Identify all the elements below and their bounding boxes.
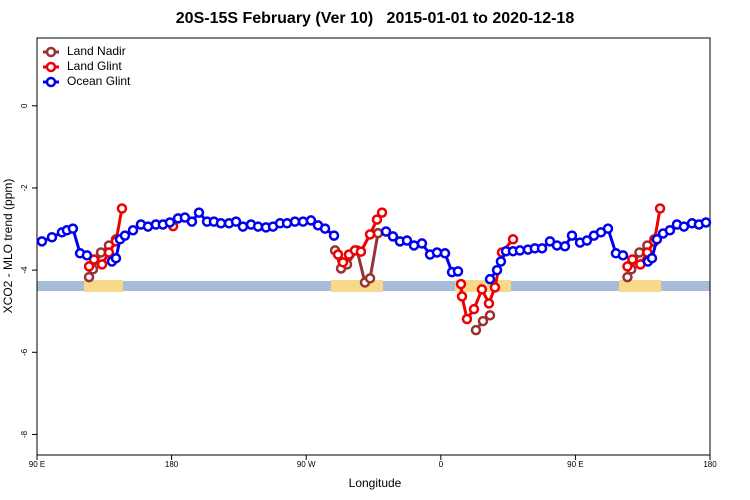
point xyxy=(602,223,614,234)
point xyxy=(461,313,473,325)
point xyxy=(468,303,480,315)
point xyxy=(237,221,249,232)
point xyxy=(230,216,242,227)
point xyxy=(416,238,428,249)
y-axis-label: XCO2 - MLO trend (ppm) xyxy=(1,179,15,314)
point xyxy=(617,250,629,261)
y-tick-label: -2 xyxy=(20,184,29,192)
point xyxy=(489,282,501,293)
point xyxy=(36,236,48,247)
x-tick-label: 180 xyxy=(165,460,179,469)
plot-frame xyxy=(36,37,711,456)
point xyxy=(483,298,495,309)
point xyxy=(559,241,571,252)
point xyxy=(455,278,467,290)
point xyxy=(700,217,712,228)
point xyxy=(116,203,128,214)
point xyxy=(380,226,392,237)
point xyxy=(372,227,384,239)
y-tick-label: -6 xyxy=(20,348,29,356)
point xyxy=(119,230,131,241)
point xyxy=(215,218,227,229)
land-ocean-strip xyxy=(37,280,710,292)
x-tick-label: 0 xyxy=(439,460,444,469)
point xyxy=(364,229,376,240)
legend-marker xyxy=(45,61,57,73)
point xyxy=(328,230,340,241)
point xyxy=(622,271,633,283)
point xyxy=(664,225,676,236)
legend-label: Land Glint xyxy=(67,59,122,73)
point xyxy=(83,261,95,272)
point xyxy=(355,246,367,257)
point xyxy=(484,310,496,321)
point xyxy=(654,203,666,214)
point xyxy=(127,225,139,236)
point xyxy=(495,256,507,267)
point xyxy=(297,216,309,227)
chart-title: 20S-15S February (Ver 10) 2015-01-01 to … xyxy=(176,10,575,27)
point xyxy=(376,207,388,218)
land-patch xyxy=(619,280,661,292)
point xyxy=(110,252,122,264)
point xyxy=(514,245,526,256)
point xyxy=(622,261,633,272)
point xyxy=(387,231,399,242)
point xyxy=(646,252,658,264)
point xyxy=(651,234,663,245)
x-tick-label: 90 W xyxy=(297,460,316,469)
point xyxy=(305,215,317,226)
legend-label: Ocean Glint xyxy=(67,74,131,88)
point xyxy=(46,232,58,243)
point xyxy=(337,257,349,268)
land-patch xyxy=(84,280,123,292)
y-tick-label: -8 xyxy=(20,430,29,438)
x-tick-label: 180 xyxy=(703,460,717,469)
x-tick-label: 90 E xyxy=(567,460,583,469)
y-tick-label: 0 xyxy=(20,103,29,108)
point xyxy=(319,223,331,234)
point xyxy=(484,273,496,285)
x-axis-label: Longitude xyxy=(349,476,402,490)
point xyxy=(566,230,578,241)
point xyxy=(507,234,519,245)
point xyxy=(81,250,93,261)
point xyxy=(96,259,108,270)
point xyxy=(456,291,468,302)
point xyxy=(186,216,198,227)
point xyxy=(371,214,383,225)
point xyxy=(103,247,115,258)
point xyxy=(491,264,503,276)
point xyxy=(470,324,482,336)
land-patch xyxy=(331,280,383,292)
legend-marker xyxy=(45,46,57,58)
point xyxy=(193,207,205,218)
point xyxy=(332,249,344,260)
point xyxy=(627,254,638,265)
point xyxy=(476,284,488,295)
legend-label: Land Nadir xyxy=(67,44,126,58)
point xyxy=(477,315,489,327)
point xyxy=(536,243,548,254)
y-tick-label: -4 xyxy=(20,266,29,274)
point xyxy=(401,235,413,246)
point xyxy=(439,248,451,259)
point xyxy=(83,271,95,283)
point xyxy=(364,273,376,284)
point xyxy=(281,218,293,229)
point xyxy=(678,221,690,232)
x-tick-label: 90 E xyxy=(29,460,45,469)
point xyxy=(289,216,301,227)
point xyxy=(581,235,593,246)
point xyxy=(452,266,464,277)
point xyxy=(67,223,79,234)
point xyxy=(164,217,176,228)
legend-marker xyxy=(45,76,57,88)
